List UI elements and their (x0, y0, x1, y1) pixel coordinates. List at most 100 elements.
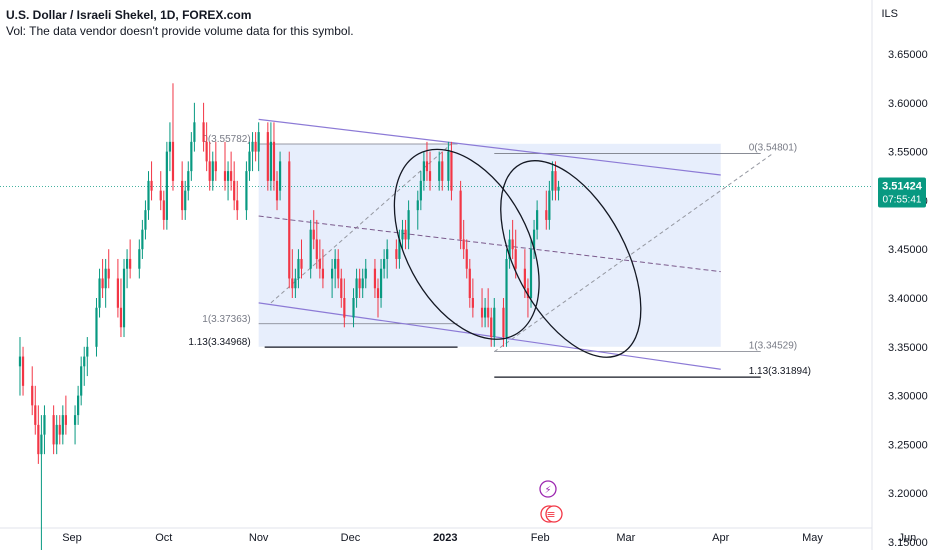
candle-body (162, 200, 165, 220)
candle-body (101, 278, 104, 289)
candle (248, 141, 251, 181)
candle-body (373, 268, 377, 289)
current-price-label: 3.51424 (882, 181, 923, 193)
candle (361, 268, 364, 298)
candle (422, 151, 425, 191)
candle-body (34, 405, 37, 425)
candle (147, 171, 150, 220)
candle-body (223, 171, 227, 181)
candle (40, 415, 43, 550)
flag-icon-glyph: ≡ (546, 508, 555, 521)
candle-body (171, 141, 175, 181)
volume-note: Vol: The data vendor doesn't provide vol… (6, 24, 354, 38)
candle (532, 219, 536, 259)
candle (211, 151, 214, 191)
candle (18, 337, 22, 396)
currency-label: ILS (881, 8, 898, 20)
candle (508, 229, 511, 269)
candle-body (386, 249, 389, 259)
candle-body (379, 268, 383, 298)
candle-body (269, 141, 272, 181)
candle-body (251, 141, 254, 152)
candle-body (107, 268, 110, 279)
candle (77, 385, 80, 425)
candle (214, 141, 217, 181)
candle-body (61, 415, 64, 435)
candle (511, 219, 514, 259)
candle (358, 268, 361, 298)
x-tick-label: Nov (249, 532, 269, 544)
candle (551, 161, 554, 201)
candle (31, 366, 34, 416)
candle-body (309, 229, 312, 269)
flag-icon-ring (545, 505, 563, 523)
candle-body (529, 249, 533, 298)
candle (468, 258, 471, 308)
candle-body (358, 278, 361, 289)
candle (122, 258, 126, 338)
x-tick-label: Feb (531, 532, 550, 544)
candle (43, 405, 46, 455)
candle (193, 102, 196, 152)
candle (125, 249, 129, 289)
candle (190, 132, 193, 181)
candle (168, 122, 172, 172)
candle (334, 249, 337, 289)
candle (331, 258, 334, 298)
x-tick-label: Oct (155, 532, 172, 544)
candle-body (557, 186, 560, 191)
candle-body (236, 200, 239, 211)
fib-left-level-label: 1.13(3.34968) (188, 337, 250, 348)
candle-body (80, 366, 83, 396)
candle (64, 395, 67, 435)
candle-body (480, 307, 484, 318)
candle (73, 405, 77, 445)
candle-body (508, 239, 511, 259)
x-tick-label: 2023 (433, 532, 457, 544)
candle (269, 122, 272, 191)
candle (337, 249, 340, 289)
candle (554, 161, 557, 201)
candle-body (190, 141, 193, 172)
candle (398, 229, 401, 269)
candle-body (294, 278, 297, 289)
candle-body (502, 307, 505, 338)
fib-right-level-label: 1.13(3.31894) (749, 366, 811, 377)
candle-body (138, 249, 141, 269)
candle (428, 151, 432, 191)
candle-body (398, 239, 401, 259)
candle-body (376, 288, 380, 298)
candle-body (416, 200, 419, 211)
countdown-label: 07:55:41 (883, 195, 922, 206)
candle-body (514, 249, 517, 269)
candle-body (95, 307, 98, 347)
candle-body (425, 161, 429, 172)
candle (395, 239, 398, 269)
candle-body (116, 278, 119, 308)
us-flag-icon: ≡ (540, 505, 563, 523)
candle-body (334, 258, 337, 269)
x-tick-label: Dec (341, 532, 361, 544)
candle-body (340, 278, 343, 298)
candle-body (291, 278, 294, 289)
candle (233, 161, 236, 211)
candle (245, 161, 248, 220)
candle (34, 385, 37, 435)
candle (266, 122, 269, 191)
candle-body (551, 171, 554, 191)
candle (548, 180, 551, 230)
candle-body (471, 298, 474, 308)
candle-body (490, 317, 493, 338)
candle (480, 288, 484, 328)
candle (257, 122, 260, 172)
candle-body (352, 298, 355, 318)
candle (162, 190, 165, 230)
candle (251, 132, 254, 172)
candle-body (465, 249, 468, 269)
candle-body (205, 141, 208, 162)
trend-line-dashed (493, 153, 774, 353)
candle (471, 278, 474, 318)
candle-body (278, 161, 282, 191)
candle-body (187, 171, 190, 191)
